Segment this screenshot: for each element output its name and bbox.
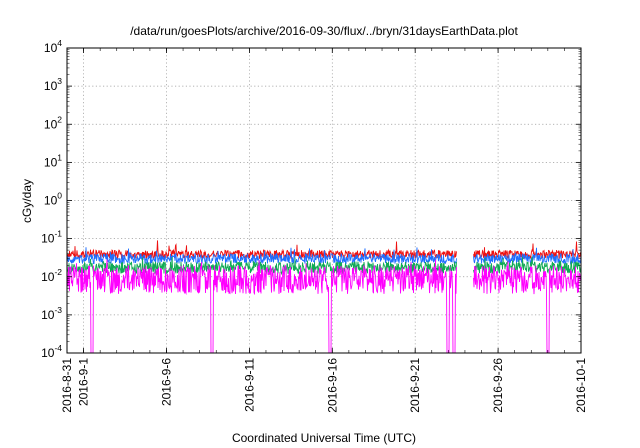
x-tick-label: 2016-9-11 [242, 358, 256, 412]
y-tick-label: 103 [44, 76, 62, 93]
x-tick-label: 2016-10-1 [574, 358, 588, 413]
chart-title: /data/run/goesPlots/archive/2016-09-30/f… [130, 24, 518, 38]
x-tick-label: 2016-8-31 [60, 358, 74, 413]
y-tick-label: 102 [44, 114, 62, 131]
x-tick-label: 2016-9-21 [408, 358, 422, 413]
x-tick-label: 2016-9-16 [325, 358, 339, 413]
x-axis-label: Coordinated Universal Time (UTC) [232, 431, 416, 445]
y-tick-label: 10-3 [41, 305, 62, 322]
plot-series [66, 240, 582, 354]
series-line-2 [66, 247, 582, 266]
y-tick-label: 100 [44, 191, 62, 208]
x-ticks: 2016-8-31 2016-9-1 2016-9-6 2016-9-11 2016-9… [60, 48, 588, 413]
grid [67, 48, 581, 353]
x-tick-label: 2016-9-26 [491, 358, 505, 413]
y-tick-label: 104 [44, 38, 62, 55]
y-tick-label: 10-4 [41, 343, 62, 360]
x-tick-label: 2016-9-6 [160, 358, 174, 406]
y-tick-label: 101 [44, 152, 62, 169]
plot-frame [66, 47, 582, 354]
y-tick-label: 10-2 [41, 267, 62, 284]
x-tick-label: 2016-9-1 [77, 358, 91, 406]
y-tick-label: 10-1 [41, 229, 62, 246]
series-line-3 [66, 256, 582, 276]
series-line-4 [66, 259, 582, 354]
y-axis-label: cGy/day [20, 179, 34, 223]
